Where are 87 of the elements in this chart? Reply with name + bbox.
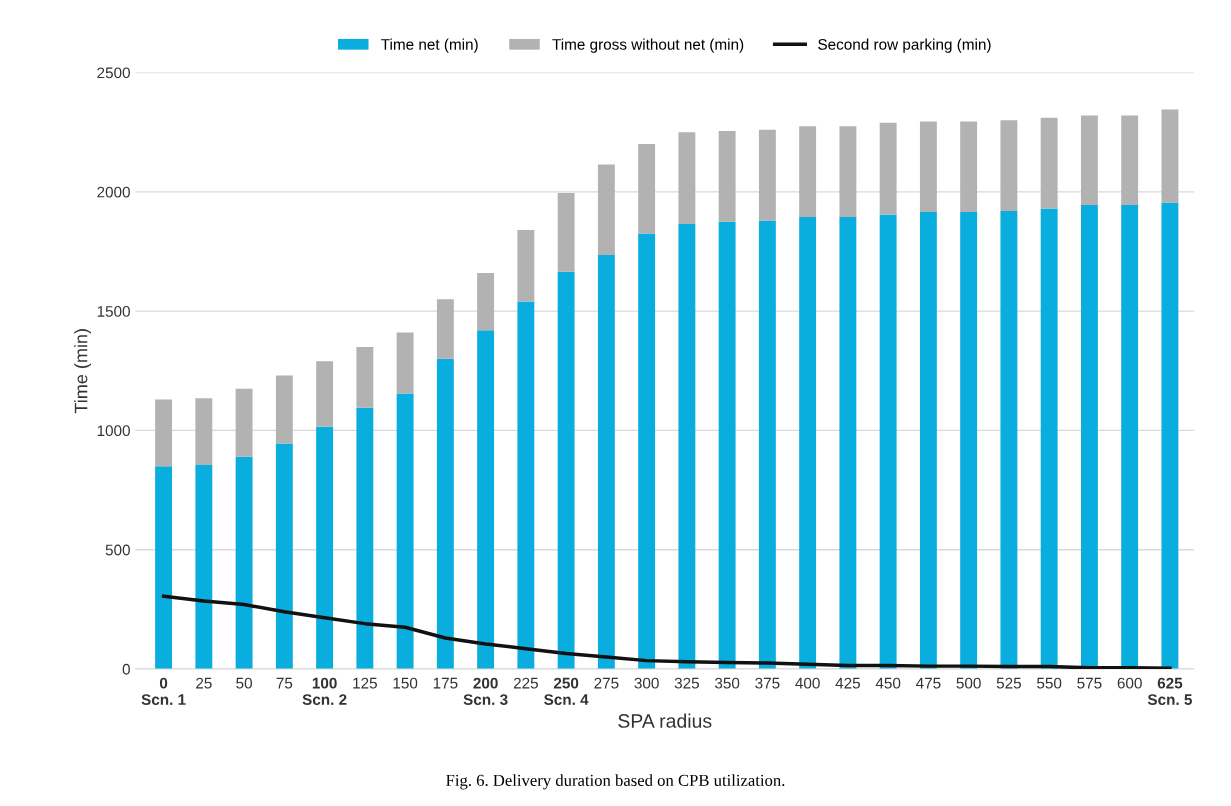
legend-label: Time gross without net (min) bbox=[552, 38, 744, 53]
line-series bbox=[161, 594, 1172, 669]
bar bbox=[839, 126, 857, 217]
legend-label: Time net (min) bbox=[381, 38, 478, 53]
y-tick-label: 1500 bbox=[97, 305, 130, 317]
bar bbox=[1121, 204, 1139, 669]
bar bbox=[718, 130, 736, 222]
x-tick-label: 375 bbox=[755, 677, 780, 689]
bar bbox=[396, 393, 414, 669]
bar bbox=[879, 122, 897, 215]
bar bbox=[477, 272, 495, 331]
bar bbox=[356, 346, 374, 408]
bar bbox=[1161, 202, 1179, 669]
bar bbox=[517, 230, 535, 302]
legend-label: Second row parking (min) bbox=[818, 38, 991, 53]
bar bbox=[638, 233, 656, 669]
bar bbox=[477, 330, 495, 669]
bar bbox=[235, 388, 253, 457]
bar bbox=[1080, 115, 1098, 205]
x-tick-label: 450 bbox=[875, 677, 901, 689]
y-tick-label: 2000 bbox=[97, 186, 130, 198]
bar bbox=[356, 407, 374, 669]
bar bbox=[960, 121, 978, 213]
bar bbox=[758, 220, 776, 669]
bar bbox=[436, 358, 454, 669]
x-tick-label: 275 bbox=[594, 677, 619, 689]
x-tick-label: 50 bbox=[236, 677, 252, 689]
x-tick-label: 250 Scn. 4 bbox=[544, 677, 589, 705]
x-tick-label: 325 bbox=[674, 677, 699, 689]
x-tick-label: 550 bbox=[1037, 677, 1062, 689]
bar bbox=[1040, 117, 1058, 209]
bar bbox=[799, 216, 817, 669]
bar bbox=[557, 193, 575, 272]
bar bbox=[1080, 204, 1098, 669]
bar bbox=[758, 129, 776, 221]
bar bbox=[557, 271, 575, 669]
bar bbox=[275, 443, 293, 669]
bar bbox=[195, 465, 213, 669]
bar bbox=[638, 144, 656, 234]
x-tick-label: 225 bbox=[513, 677, 538, 689]
bar bbox=[1161, 109, 1179, 203]
x-tick-label: 175 bbox=[433, 677, 458, 689]
x-tick-label: 350 bbox=[714, 677, 740, 689]
x-axis-title: SPA radius bbox=[618, 713, 712, 728]
bar bbox=[678, 224, 696, 669]
x-tick-label: 475 bbox=[916, 677, 941, 689]
x-tick-label: 625 Scn. 5 bbox=[1147, 677, 1192, 705]
y-axis-title: Time (min) bbox=[74, 329, 91, 414]
bar bbox=[1000, 120, 1018, 211]
x-tick-label: 525 bbox=[996, 677, 1022, 689]
bar bbox=[517, 301, 535, 669]
bar bbox=[1121, 115, 1139, 205]
caption: Fig. 6. Delivery duration based on CPB utilization. bbox=[446, 774, 785, 790]
bar bbox=[597, 164, 615, 256]
bar bbox=[799, 126, 817, 217]
bar bbox=[396, 332, 414, 394]
x-tick-label: 200 Scn. 3 bbox=[463, 677, 508, 706]
bar bbox=[235, 456, 253, 669]
x-tick-label: 500 bbox=[956, 677, 981, 689]
bar bbox=[879, 214, 897, 669]
x-tick-label: 425 bbox=[835, 677, 860, 689]
bar bbox=[678, 132, 696, 225]
x-tick-label: 0 Scn. 1 bbox=[141, 677, 186, 705]
bar bbox=[839, 216, 857, 669]
bar bbox=[275, 375, 293, 444]
x-tick-label: 100 Scn. 2 bbox=[302, 677, 347, 705]
x-tick-label: 300 bbox=[634, 677, 659, 689]
x-tick-label: 600 bbox=[1117, 677, 1142, 689]
bar bbox=[316, 361, 334, 427]
bar bbox=[316, 426, 334, 669]
x-tick-label: 25 bbox=[196, 677, 212, 689]
x-tick-label: 125 bbox=[353, 677, 377, 689]
y-tick-label: 500 bbox=[105, 544, 130, 556]
bar bbox=[436, 299, 454, 359]
x-tick-label: 150 bbox=[393, 677, 418, 689]
x-tick-label: 575 bbox=[1077, 677, 1102, 689]
bar bbox=[155, 466, 173, 669]
x-tick-label: 400 bbox=[795, 677, 820, 689]
bar bbox=[195, 398, 213, 465]
y-tick-label: 0 bbox=[122, 663, 130, 675]
y-tick-label: 1000 bbox=[97, 425, 130, 437]
x-tick-label: 75 bbox=[276, 677, 293, 689]
bar bbox=[597, 255, 615, 669]
bar bbox=[155, 399, 173, 467]
y-tick-label: 2500 bbox=[97, 67, 130, 79]
bar bbox=[919, 121, 937, 213]
bar bbox=[718, 221, 736, 669]
